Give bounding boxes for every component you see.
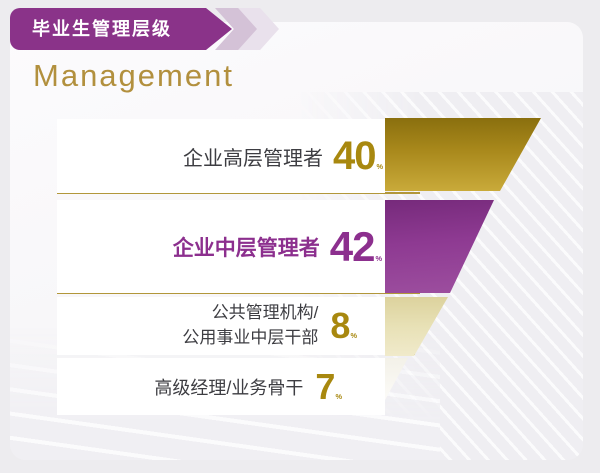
row-value: 40 % [333, 134, 383, 179]
row-value: 42 % [330, 223, 382, 271]
row-value: 7 % [315, 366, 342, 408]
row-label-text: 公用事业中层干部 [182, 328, 319, 347]
percent-sign: % [350, 331, 357, 340]
row-label: 企业中层管理者 [173, 232, 320, 262]
percent-number: 40 [332, 133, 376, 178]
header-banner: 毕业生管理层级 [10, 8, 206, 50]
row-divider [57, 192, 420, 194]
banner-arrow-icon [206, 8, 232, 50]
row-label: 高级经理/业务骨干 [154, 374, 303, 400]
row-label-text: 公共管理机构/ [211, 303, 319, 323]
row-label-text: 企业中层管理者 [172, 236, 320, 260]
percent-number: 42 [329, 222, 376, 270]
row-label: 企业高层管理者 [183, 142, 323, 171]
table-row: 高级经理/业务骨干 7 % [57, 358, 385, 415]
percent-sign: % [376, 161, 383, 171]
row-value: 8 % [330, 305, 357, 347]
table-row: 企业中层管理者 42 % [57, 200, 385, 293]
banner-title: 毕业生管理层级 [32, 19, 172, 39]
table-row: 企业高层管理者 40 % [57, 119, 385, 193]
chart-card: Management 企业高层管理者 40 % 企业中层管理者 42 [10, 22, 583, 460]
row-divider [57, 292, 420, 294]
page-title: Management [33, 58, 234, 93]
percent-sign: % [375, 253, 382, 263]
percent-number: 7 [315, 365, 335, 407]
percent-sign: % [335, 391, 342, 401]
row-label: 公共管理机构/ 公用事业中层干部 [182, 301, 318, 350]
row-label-text: 高级经理/业务骨干 [154, 377, 304, 398]
row-label-text: 企业高层管理者 [182, 147, 323, 170]
table-row: 公共管理机构/ 公用事业中层干部 8 % [57, 297, 385, 355]
percent-number: 8 [330, 305, 350, 346]
